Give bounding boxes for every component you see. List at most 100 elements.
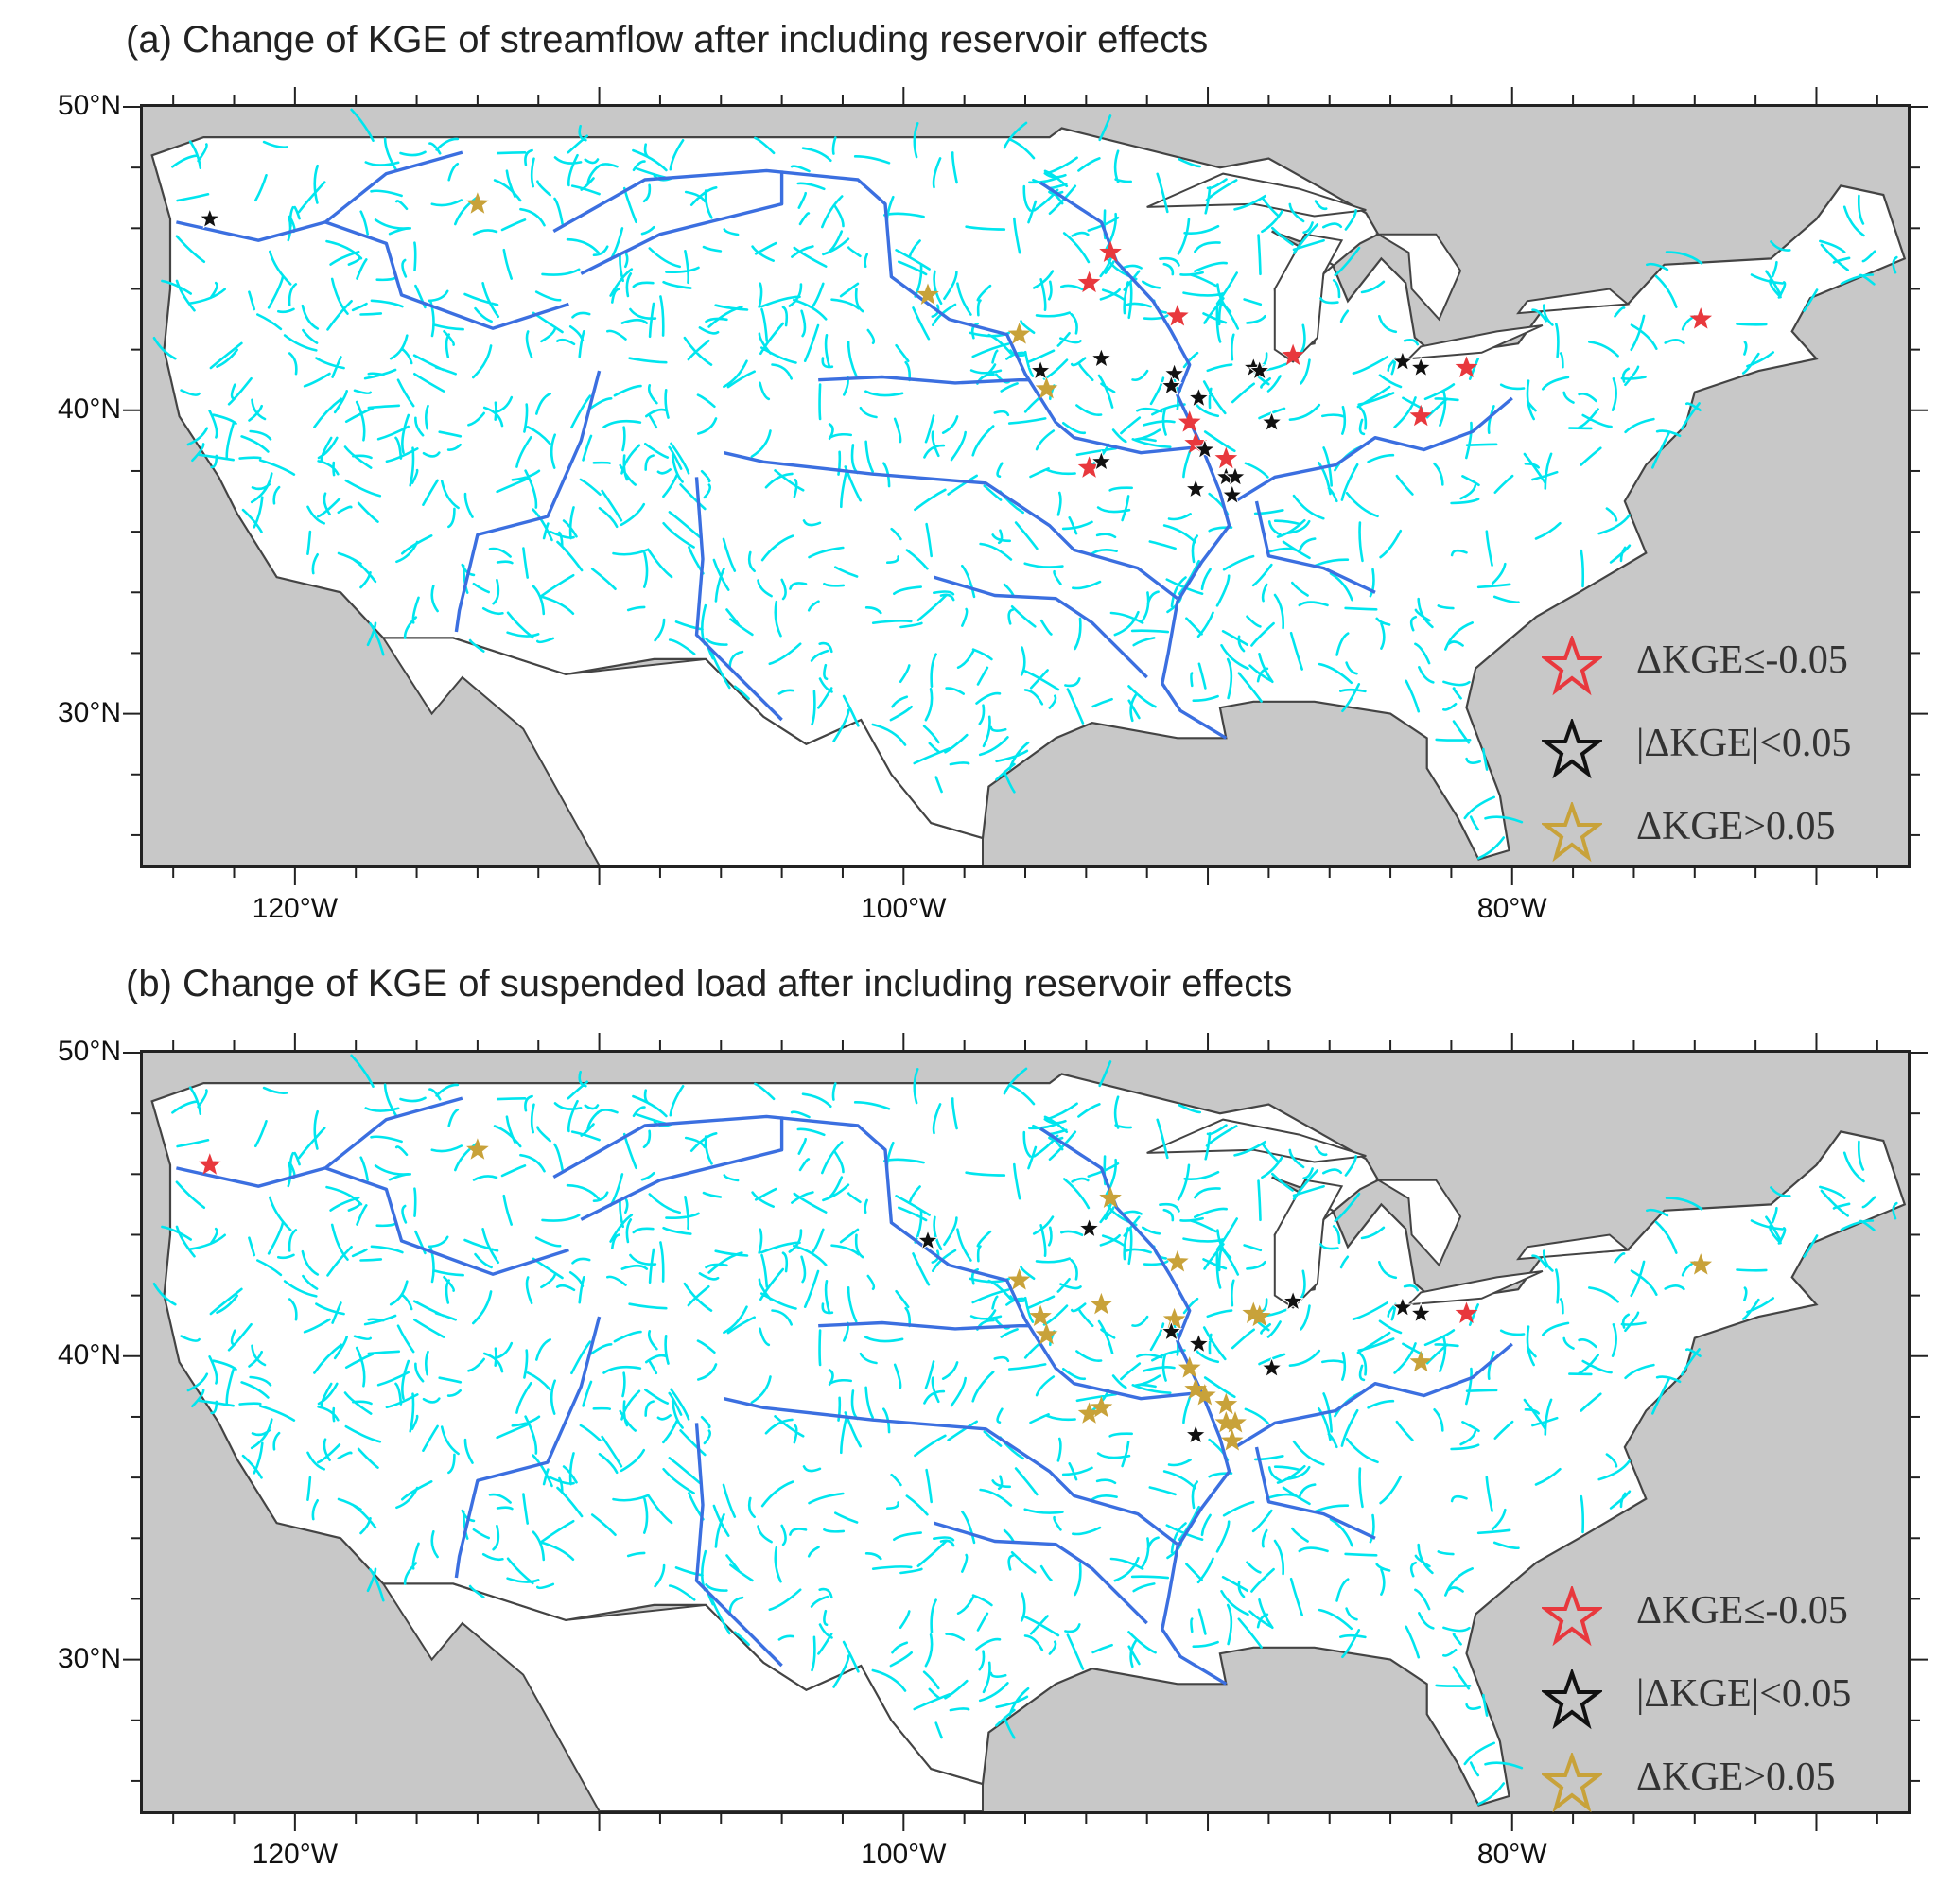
map-canvas	[143, 1053, 1908, 1811]
tributaries	[152, 1054, 1898, 1806]
panel-title: (a) Change of KGE of streamflow after in…	[126, 19, 1209, 61]
major-river	[934, 1521, 1148, 1625]
site-star-neutral	[916, 1229, 939, 1250]
site-star-neutral	[1194, 438, 1216, 460]
site-star-increase	[916, 283, 939, 305]
major-river	[1039, 181, 1231, 740]
site-star-neutral	[1184, 1423, 1207, 1445]
black-star-icon	[1542, 1669, 1602, 1730]
red-star-icon	[1542, 1586, 1602, 1647]
major-rivers	[176, 150, 1513, 740]
site-star-neutral	[1248, 358, 1271, 381]
gauge-sites	[198, 192, 1713, 505]
site-star-increase	[1248, 1304, 1271, 1327]
site-star-decrease	[1077, 271, 1101, 293]
gold-star-icon	[1542, 1753, 1602, 1813]
site-star-decrease	[1166, 304, 1189, 326]
major-river	[694, 477, 783, 722]
legend-item-neutral: |ΔKGE|<0.05	[1542, 707, 1920, 791]
legend-item-neutral: |ΔKGE|<0.05	[1542, 1658, 1920, 1741]
lat-label-50: 50°N	[57, 1036, 121, 1067]
site-star-decrease	[1282, 343, 1304, 366]
major-river	[1254, 500, 1376, 594]
site-star-neutral	[1187, 386, 1211, 409]
site-star-neutral	[1391, 1296, 1414, 1318]
site-star-increase	[1184, 1377, 1207, 1400]
lon-label-120w: 120°W	[252, 893, 339, 924]
site-star-neutral	[1224, 464, 1247, 487]
map-frame[interactable]	[140, 104, 1911, 868]
site-star-increase	[1035, 376, 1058, 399]
canada-region	[143, 1053, 1908, 1302]
black-star-icon	[1542, 719, 1602, 779]
major-river	[324, 1166, 569, 1276]
site-star-neutral	[1391, 350, 1414, 372]
major-river	[934, 575, 1148, 679]
map-canvas	[143, 107, 1908, 865]
legend: ΔKGE≤-0.05 |ΔKGE|<0.05 ΔKGE>0.05	[1542, 1575, 1920, 1825]
site-star-increase	[466, 1138, 489, 1160]
site-star-neutral	[1409, 1301, 1433, 1323]
site-star-neutral	[1090, 346, 1113, 369]
major-river	[324, 220, 569, 330]
gauge-sites	[198, 1138, 1713, 1451]
major-river	[1039, 1127, 1231, 1686]
site-star-neutral	[1077, 1216, 1101, 1239]
red-star-icon	[1542, 636, 1602, 696]
site-star-increase	[1007, 1268, 1031, 1290]
major-river	[454, 1316, 602, 1579]
site-star-neutral	[1187, 1332, 1211, 1354]
map-frame[interactable]	[140, 1050, 1911, 1814]
site-star-neutral	[1409, 356, 1433, 377]
great-lake	[1405, 324, 1544, 360]
site-star-neutral	[1160, 1319, 1183, 1342]
panel-a: (a) Change of KGE of streamflow after in…	[0, 0, 1955, 946]
site-star-increase	[1035, 1322, 1058, 1345]
major-river	[1234, 1342, 1513, 1449]
site-star-decrease	[198, 1153, 221, 1175]
site-star-decrease	[1184, 431, 1207, 454]
major-river	[1254, 1446, 1376, 1540]
legend-label: ΔKGE>0.05	[1636, 1756, 1836, 1799]
lon-label-120w: 120°W	[252, 1839, 339, 1870]
site-star-increase	[1162, 1307, 1186, 1330]
site-star-increase	[1220, 1429, 1244, 1451]
panel-title: (b) Change of KGE of suspended load afte…	[126, 963, 1293, 1004]
site-star-increase	[1409, 1350, 1433, 1372]
major-river	[818, 375, 1029, 385]
site-star-increase	[1178, 1356, 1201, 1378]
gold-star-icon	[1542, 802, 1602, 863]
site-star-decrease	[1409, 404, 1433, 427]
great-lake	[1374, 1179, 1462, 1267]
lon-label-100w: 100°W	[861, 1839, 947, 1870]
site-star-decrease	[1455, 1301, 1478, 1323]
major-river	[694, 1423, 783, 1668]
great-lake	[1146, 172, 1367, 218]
great-lake	[1516, 1233, 1631, 1261]
great-lake	[1146, 1118, 1367, 1163]
site-star-neutral	[1160, 374, 1183, 396]
legend-label: ΔKGE≤-0.05	[1636, 1589, 1848, 1633]
great-lake	[1374, 233, 1462, 322]
site-star-neutral	[1220, 483, 1244, 505]
lat-label-30: 30°N	[57, 696, 121, 728]
legend-item-increase: ΔKGE>0.05	[1542, 1741, 1920, 1825]
major-river	[818, 1320, 1029, 1331]
lon-label-100w: 100°W	[861, 893, 947, 924]
site-star-increase	[466, 192, 489, 214]
major-river	[580, 170, 784, 275]
major-rivers	[176, 1096, 1513, 1686]
legend-label: ΔKGE≤-0.05	[1636, 638, 1848, 682]
legend-item-increase: ΔKGE>0.05	[1542, 791, 1920, 874]
site-star-increase	[1029, 1304, 1052, 1327]
site-star-decrease	[1455, 356, 1478, 377]
great-lake	[1405, 1270, 1544, 1306]
major-river	[454, 370, 602, 633]
site-star-decrease	[1689, 307, 1713, 329]
legend-label: |ΔKGE|<0.05	[1636, 722, 1852, 765]
site-star-neutral	[1282, 1289, 1304, 1312]
major-river	[724, 451, 1178, 601]
site-star-neutral	[1029, 358, 1052, 381]
major-river	[580, 1116, 784, 1221]
site-star-increase	[1689, 1253, 1713, 1275]
